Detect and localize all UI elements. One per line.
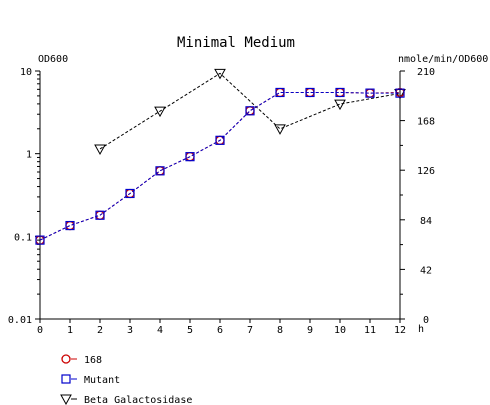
series-line (39, 91, 401, 241)
legend-marker (61, 374, 71, 384)
data-point (365, 88, 375, 98)
chart-title: Minimal Medium (177, 35, 295, 51)
legend-label: 168 (84, 355, 102, 366)
data-point (335, 87, 345, 98)
x-tick-label: 7 (247, 325, 253, 336)
data-point (65, 220, 75, 231)
legend-item: Beta Galactosidase (60, 394, 192, 405)
data-point (395, 88, 405, 98)
x-tick-label: 2 (97, 325, 103, 336)
data-point (334, 99, 346, 111)
legend-marker (61, 354, 71, 364)
data-point (275, 87, 285, 98)
data-point (214, 68, 226, 80)
right-tick-label: 42 (420, 265, 432, 276)
data-point (35, 235, 45, 245)
left-tick-label: 10 (20, 67, 32, 78)
series-line (39, 91, 400, 241)
x-tick-label: 11 (364, 325, 376, 336)
legend-label: Beta Galactosidase (84, 395, 192, 405)
data-point (95, 210, 105, 220)
legend-item: Mutant (61, 374, 120, 386)
data-point (185, 152, 195, 162)
legend-label: Mutant (84, 375, 120, 386)
right-tick-label: 210 (417, 67, 435, 78)
data-point (245, 106, 255, 116)
x-tick-label: 0 (37, 325, 43, 336)
x-tick-label: 4 (157, 325, 163, 336)
left-tick-label: 0.1 (14, 232, 32, 243)
data-point (155, 166, 165, 176)
x-tick-label: 6 (217, 325, 223, 336)
right-tick-label: 0 (423, 315, 429, 326)
right-axis-label: nmole/min/OD600 (398, 54, 488, 65)
data-point (274, 124, 286, 135)
x-tick-label: 10 (334, 325, 346, 336)
x-tick-label: 12 (394, 325, 406, 336)
x-tick-label: 5 (187, 325, 193, 336)
x-axis-unit: h (418, 324, 424, 335)
x-tick-label: 8 (277, 325, 283, 336)
data-point (305, 87, 315, 98)
legend-marker (60, 394, 72, 405)
data-point (125, 188, 135, 199)
series-mutant (35, 87, 405, 245)
data-point (215, 135, 225, 145)
series-line (99, 72, 401, 150)
right-tick-label: 126 (417, 166, 435, 177)
series-168 (35, 87, 405, 245)
right-tick-label: 84 (420, 216, 432, 227)
legend: 168 Mutant Beta Galactosidase (60, 354, 192, 405)
x-tick-label: 9 (307, 325, 313, 336)
x-tick-label: 1 (67, 325, 73, 336)
data-point (154, 106, 166, 118)
series-beta-galactosidase (94, 68, 406, 155)
left-tick-label: 1 (26, 150, 32, 161)
legend-item: 168 (61, 354, 102, 366)
left-tick-label: 0.01 (8, 315, 32, 326)
x-tick-label: 3 (127, 325, 133, 336)
series-layer (35, 68, 406, 245)
data-point (94, 144, 106, 155)
data-point (65, 220, 75, 231)
data-point (155, 166, 165, 176)
left-axis-label: OD600 (38, 54, 68, 65)
right-tick-label: 168 (417, 117, 435, 128)
